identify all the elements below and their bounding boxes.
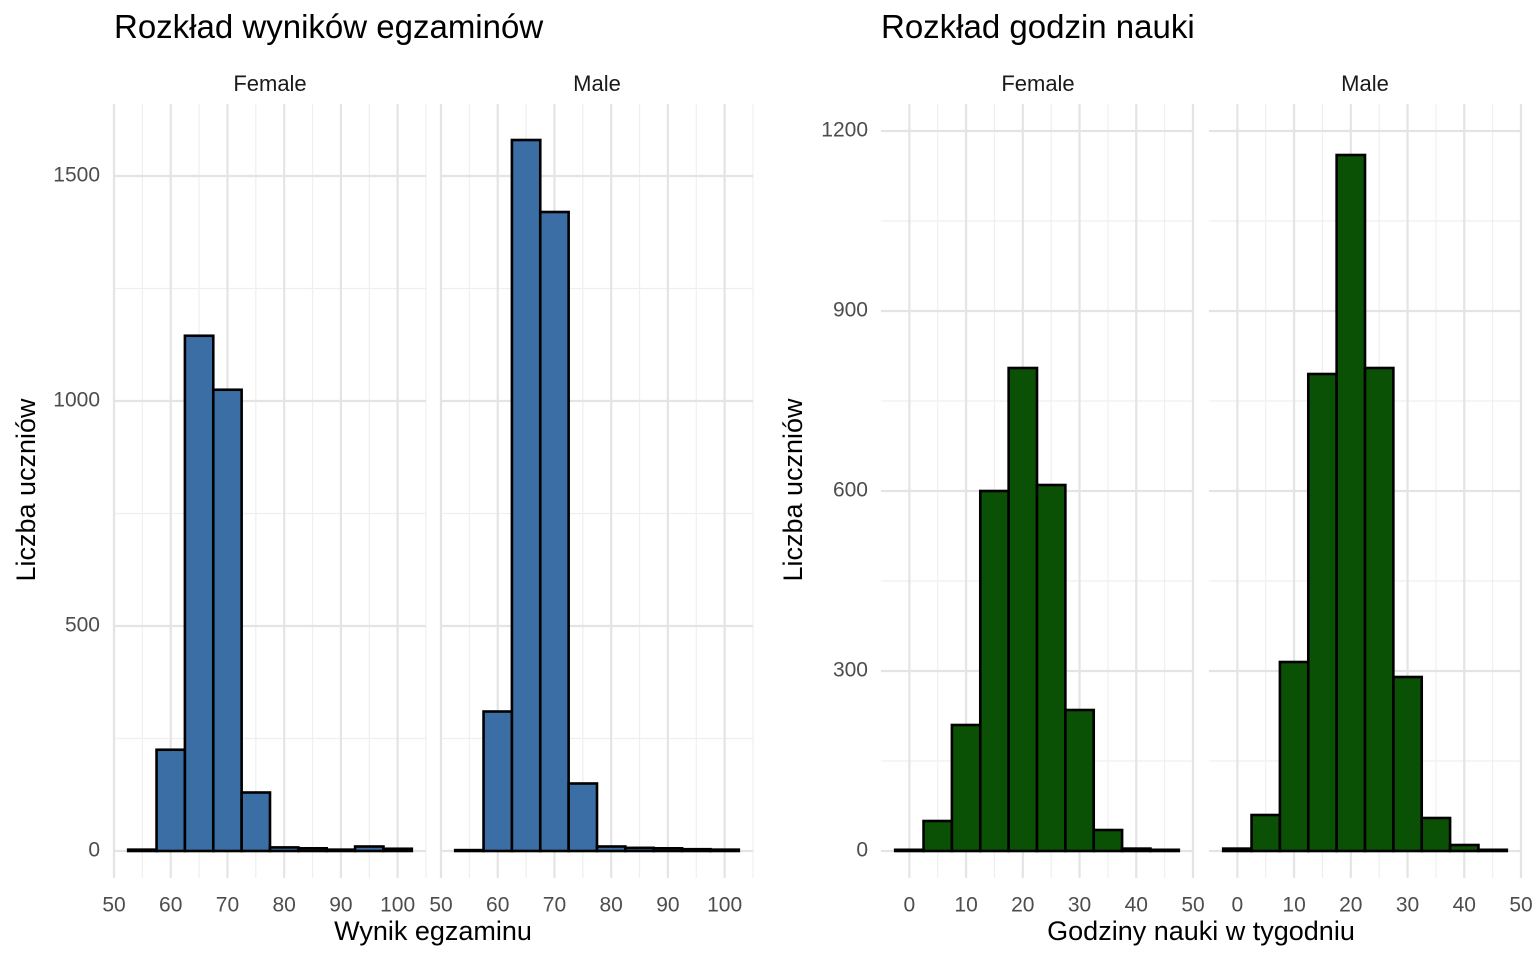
histogram-bar-female (240, 791, 272, 853)
x-tick-label: 90 (329, 894, 352, 917)
histogram-bar-male (510, 138, 542, 853)
x-tick-label: 40 (1453, 894, 1476, 917)
chart-title: Rozkład godzin nauki (881, 8, 1195, 45)
histogram-bar-male (652, 846, 684, 853)
histogram-bar-female (268, 846, 300, 853)
histogram-bar-female (297, 846, 329, 853)
bars (126, 138, 741, 853)
histogram-bar-female (1064, 708, 1096, 853)
histogram-bar-female (1149, 848, 1181, 853)
histogram-bar-male (624, 846, 656, 853)
tick-labels: 0 10 20 30 40 50 0 10 20 30 40 50 0 300 600 900 1200 (821, 119, 1532, 917)
x-tick-label: 40 (1125, 894, 1148, 917)
study-hours-chart: Rozkład godzin nauki Female Male Godziny… (778, 8, 1533, 946)
y-axis-label: Liczba uczniów (11, 398, 41, 582)
facet-label-female: Female (233, 71, 306, 96)
histogram-bar-female (1120, 847, 1152, 853)
histogram-bar-female (893, 848, 925, 853)
facet-label-female: Female (1001, 71, 1074, 96)
histogram-bar-female (950, 723, 982, 853)
histogram-bar-female (1035, 483, 1067, 853)
histogram-bar-female (155, 748, 187, 853)
x-tick-label: 20 (1011, 894, 1034, 917)
histogram-bar-female (183, 334, 215, 853)
histogram-bar-male (1363, 366, 1395, 853)
histogram-bar-female (211, 388, 243, 853)
x-axis-label: Wynik egzaminu (334, 916, 532, 946)
y-tick-label: 1200 (821, 119, 868, 142)
x-tick-label: 30 (1396, 894, 1419, 917)
chart-title: Rozkład wyników egzaminów (114, 8, 543, 45)
x-tick-label: 70 (216, 894, 239, 917)
y-tick-label: 300 (833, 659, 868, 682)
bars (893, 153, 1509, 853)
y-tick-label: 0 (856, 839, 868, 862)
x-tick-label: 20 (1339, 894, 1362, 917)
histogram-bar-male (680, 847, 712, 853)
histogram-bar-male (482, 710, 514, 853)
x-tick-label: 0 (904, 894, 916, 917)
x-tick-label: 50 (1509, 894, 1532, 917)
histogram-bar-female (922, 819, 954, 853)
x-tick-label: 70 (543, 894, 566, 917)
y-tick-label: 600 (833, 479, 868, 502)
x-tick-label: 60 (159, 894, 182, 917)
histogram-bar-male (538, 210, 570, 853)
histogram-bar-female (325, 848, 357, 853)
x-tick-label: 10 (954, 894, 977, 917)
histogram-bar-female (978, 489, 1010, 853)
facet-label-male: Male (1341, 71, 1389, 96)
x-tick-label: 90 (656, 894, 679, 917)
histogram-bar-male (1250, 813, 1282, 853)
histogram-bar-male (1221, 847, 1253, 853)
facet-label-male: Male (573, 71, 621, 96)
y-tick-label: 0 (88, 839, 100, 862)
x-tick-label: 60 (486, 894, 509, 917)
x-tick-label: 80 (600, 894, 623, 917)
histogram-bar-female (1092, 828, 1124, 853)
x-tick-label: 10 (1282, 894, 1305, 917)
histogram-bar-male (453, 848, 485, 853)
histogram-bar-male (567, 782, 599, 853)
x-tick-label: 80 (273, 894, 296, 917)
y-tick-label: 1500 (53, 164, 100, 187)
histogram-bar-female (1007, 366, 1039, 853)
histogram-bar-male (1306, 372, 1338, 853)
histogram-bar-female (382, 847, 414, 853)
histogram-bar-male (1477, 848, 1509, 853)
histogram-bar-male (595, 845, 627, 853)
histogram-bar-male (1278, 660, 1310, 853)
y-axis-label: Liczba uczniów (778, 398, 808, 582)
histogram-bar-male (1335, 153, 1367, 853)
x-tick-label: 50 (102, 894, 125, 917)
histogram-bar-male (709, 848, 741, 853)
histogram-bar-female (353, 845, 385, 853)
x-tick-label: 50 (429, 894, 452, 917)
y-tick-label: 500 (65, 614, 100, 637)
y-tick-label: 900 (833, 299, 868, 322)
x-tick-label: 100 (707, 894, 742, 917)
exam-score-chart: Rozkład wyników egzaminów Female Male Wy… (11, 8, 754, 946)
x-tick-label: 100 (380, 894, 415, 917)
histogram-bar-male (1392, 675, 1424, 853)
x-tick-label: 50 (1181, 894, 1204, 917)
x-axis-label: Godziny nauki w tygodniu (1047, 916, 1355, 946)
histogram-bar-male (1420, 816, 1452, 853)
histogram-bar-male (1448, 843, 1480, 853)
y-tick-label: 1000 (53, 389, 100, 412)
x-tick-label: 0 (1232, 894, 1244, 917)
histogram-bar-female (126, 848, 158, 853)
x-tick-label: 30 (1068, 894, 1091, 917)
